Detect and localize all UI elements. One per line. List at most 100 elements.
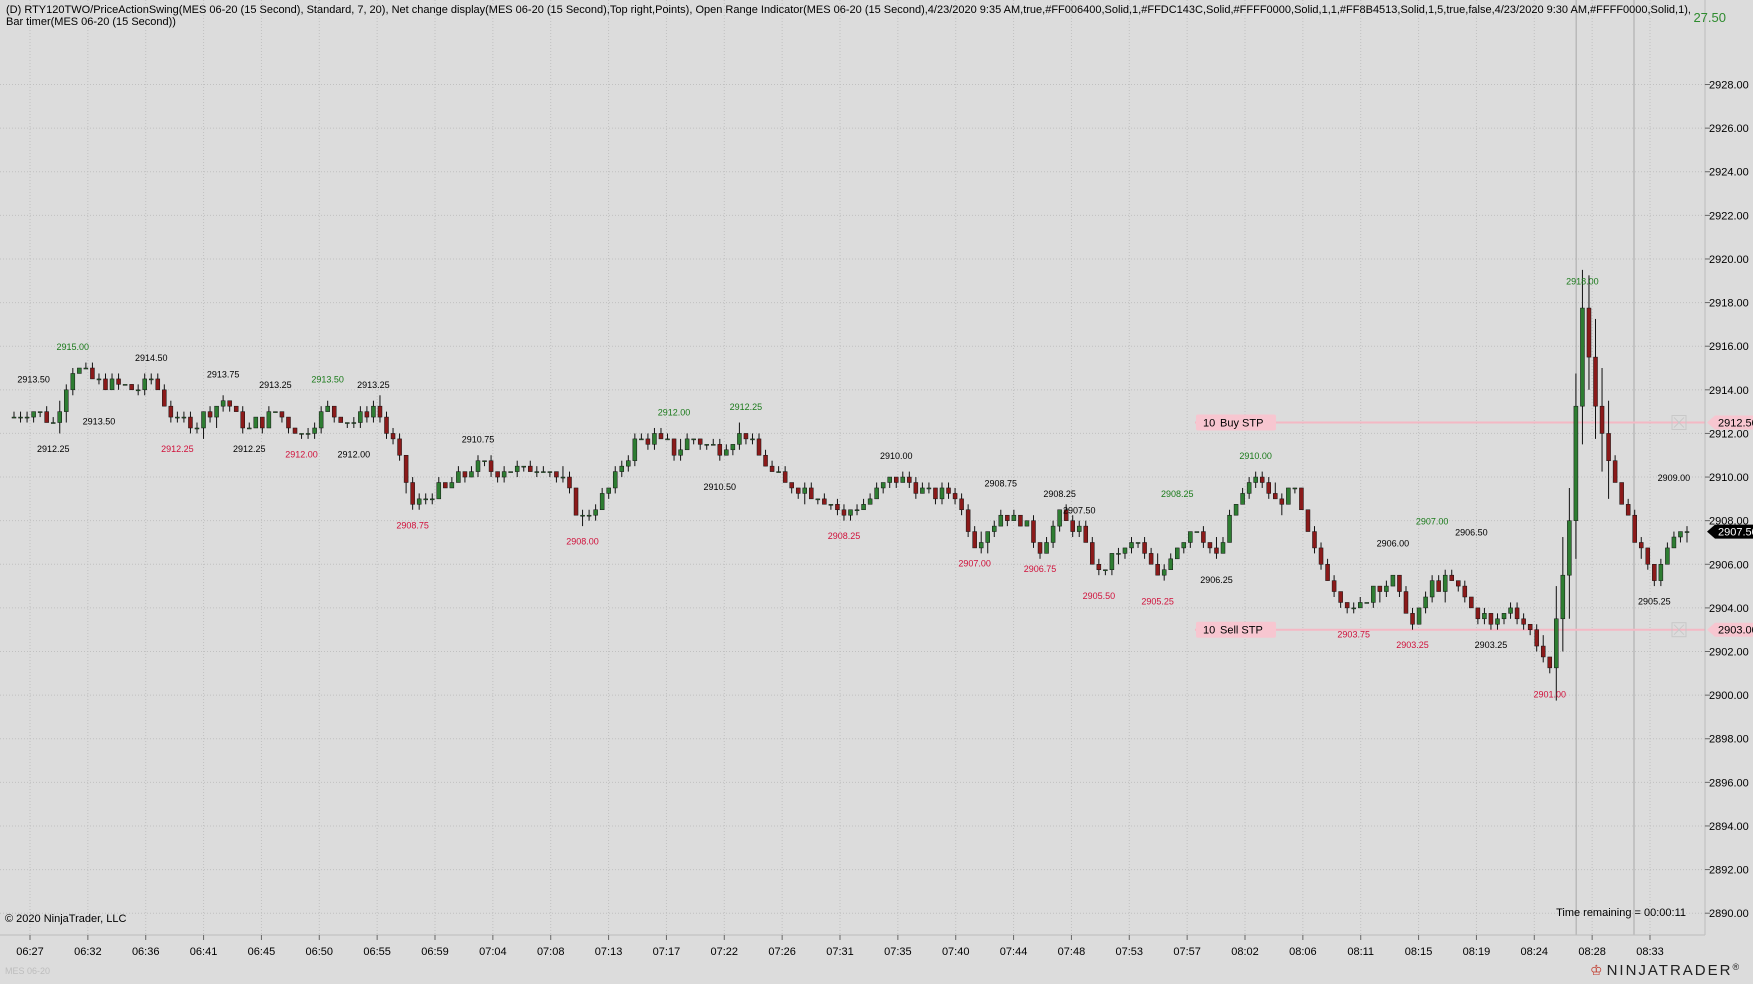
candle-body	[514, 465, 520, 472]
swing-label: 2912.25	[730, 402, 763, 412]
candle-body	[456, 471, 461, 483]
candle-body	[116, 378, 121, 385]
candle-body	[920, 487, 925, 494]
candle-body	[1567, 520, 1572, 576]
candle-body	[345, 422, 350, 424]
candle-body	[841, 509, 847, 516]
order-price-tag[interactable]	[1707, 622, 1753, 637]
swing-label: 2912.00	[658, 407, 691, 417]
candle-body	[528, 465, 533, 472]
logo-text: NINJATRADER	[1606, 962, 1733, 979]
order-price-tag[interactable]	[1707, 415, 1753, 430]
price-tick-label: 2892.00	[1709, 865, 1749, 877]
candle-body	[1514, 607, 1520, 620]
order-type-label: Sell STP	[1220, 625, 1263, 637]
candle-body	[214, 405, 219, 418]
swing-label: 2913.50	[311, 375, 344, 385]
candle-body	[1456, 580, 1461, 587]
candle-body	[652, 433, 657, 445]
candle-body	[678, 449, 683, 456]
candle-body	[848, 509, 853, 516]
candle-body	[1501, 613, 1507, 620]
candle-body	[397, 438, 402, 456]
swing-label: 2907.00	[1416, 516, 1449, 526]
candle-body	[227, 400, 232, 407]
candle-body	[802, 487, 808, 494]
cancel-order-icon[interactable]	[1671, 622, 1687, 638]
candle-body	[534, 471, 540, 473]
candle-body	[939, 487, 945, 500]
candle-body	[1233, 504, 1239, 516]
candle-body	[220, 400, 226, 407]
time-tick-label: 07:48	[1058, 946, 1086, 958]
candle-body	[109, 378, 115, 391]
candle-body	[64, 389, 69, 412]
candle-body	[1142, 542, 1147, 554]
candle-body	[822, 498, 827, 505]
candle-body	[1031, 520, 1036, 543]
last-price-marker: 2907.50	[1707, 524, 1753, 539]
swing-label: 2903.25	[1475, 640, 1508, 650]
candle-body	[691, 438, 696, 441]
candle-body	[1201, 531, 1206, 543]
candle-body	[1593, 356, 1598, 407]
time-axis[interactable]: 06:27 06:32 06:36 06:41 06:45 06:50 06:55 06:59…	[0, 934, 1705, 958]
time-tick-label: 06:36	[132, 946, 160, 958]
swing-label: 2912.00	[338, 449, 371, 459]
candle-body	[390, 433, 396, 440]
candle-body	[1371, 585, 1376, 603]
price-tick-label: 2904.00	[1709, 603, 1749, 615]
cancel-order-icon[interactable]	[1671, 415, 1687, 431]
swing-labels: 2913.50 2912.25 2915.00 2913.50 2914.50 2912.…	[17, 277, 1690, 700]
candle-body	[1547, 656, 1553, 669]
candle-body	[560, 476, 566, 479]
price-tick-label: 2900.00	[1709, 690, 1749, 702]
price-axis[interactable]: 2928.00 2926.00 2924.00 2922.00 2920.00 2918.…	[1704, 0, 1753, 935]
time-tick-label: 08:28	[1578, 946, 1606, 958]
candle-body	[1423, 596, 1428, 609]
candle-body	[142, 378, 147, 391]
swing-label: 2903.75	[1337, 629, 1370, 639]
ninjatrader-logo-icon: ♔	[1590, 962, 1605, 978]
candle-body	[129, 384, 134, 391]
price-tick-label: 2926.00	[1709, 123, 1749, 135]
order-line-sell-stop[interactable]: 10 Sell STP 2903.00	[1195, 621, 1753, 638]
order-label-box[interactable]	[1196, 414, 1276, 431]
swing-label: 2915.00	[57, 342, 90, 352]
candle-body	[854, 509, 860, 512]
candle-body	[1292, 487, 1298, 490]
candle-body	[462, 471, 468, 478]
order-lines[interactable]: 10 Buy STP 2912.50 10 Sell STP 2903.00	[1195, 414, 1753, 638]
order-price-label: 2912.50	[1718, 418, 1753, 430]
order-label-box[interactable]	[1196, 621, 1276, 638]
candle-body	[286, 416, 291, 429]
candle-body	[181, 416, 187, 419]
candle-body	[985, 531, 990, 543]
candle-body	[279, 411, 285, 418]
swing-label: 2908.25	[1043, 489, 1076, 499]
candle-body	[756, 438, 762, 456]
time-tick-label: 08:06	[1289, 946, 1317, 958]
candle-body	[430, 498, 435, 501]
indicator-header: (D) RTY120TWO/PriceActionSwing(MES 06-20…	[6, 4, 1691, 28]
order-line-buy-stop[interactable]: 10 Buy STP 2912.50	[1195, 414, 1753, 431]
candle-body	[573, 487, 579, 516]
candle-body	[443, 482, 448, 489]
candle-body	[1632, 514, 1637, 543]
candle-body	[959, 498, 964, 511]
candle-body	[887, 476, 892, 483]
candle-body	[44, 411, 49, 423]
candle-body	[305, 433, 311, 435]
candle-body	[162, 389, 167, 407]
candle-body	[1364, 602, 1370, 604]
swing-label: 2907.50	[1063, 506, 1096, 516]
candle-body	[31, 411, 36, 418]
price-tick-label: 2916.00	[1709, 341, 1749, 353]
candle-body	[207, 411, 213, 418]
candle-body	[828, 504, 834, 506]
candle-body	[1018, 514, 1023, 527]
candle-body	[1175, 547, 1180, 560]
swing-label: 2909.00	[1658, 473, 1691, 483]
